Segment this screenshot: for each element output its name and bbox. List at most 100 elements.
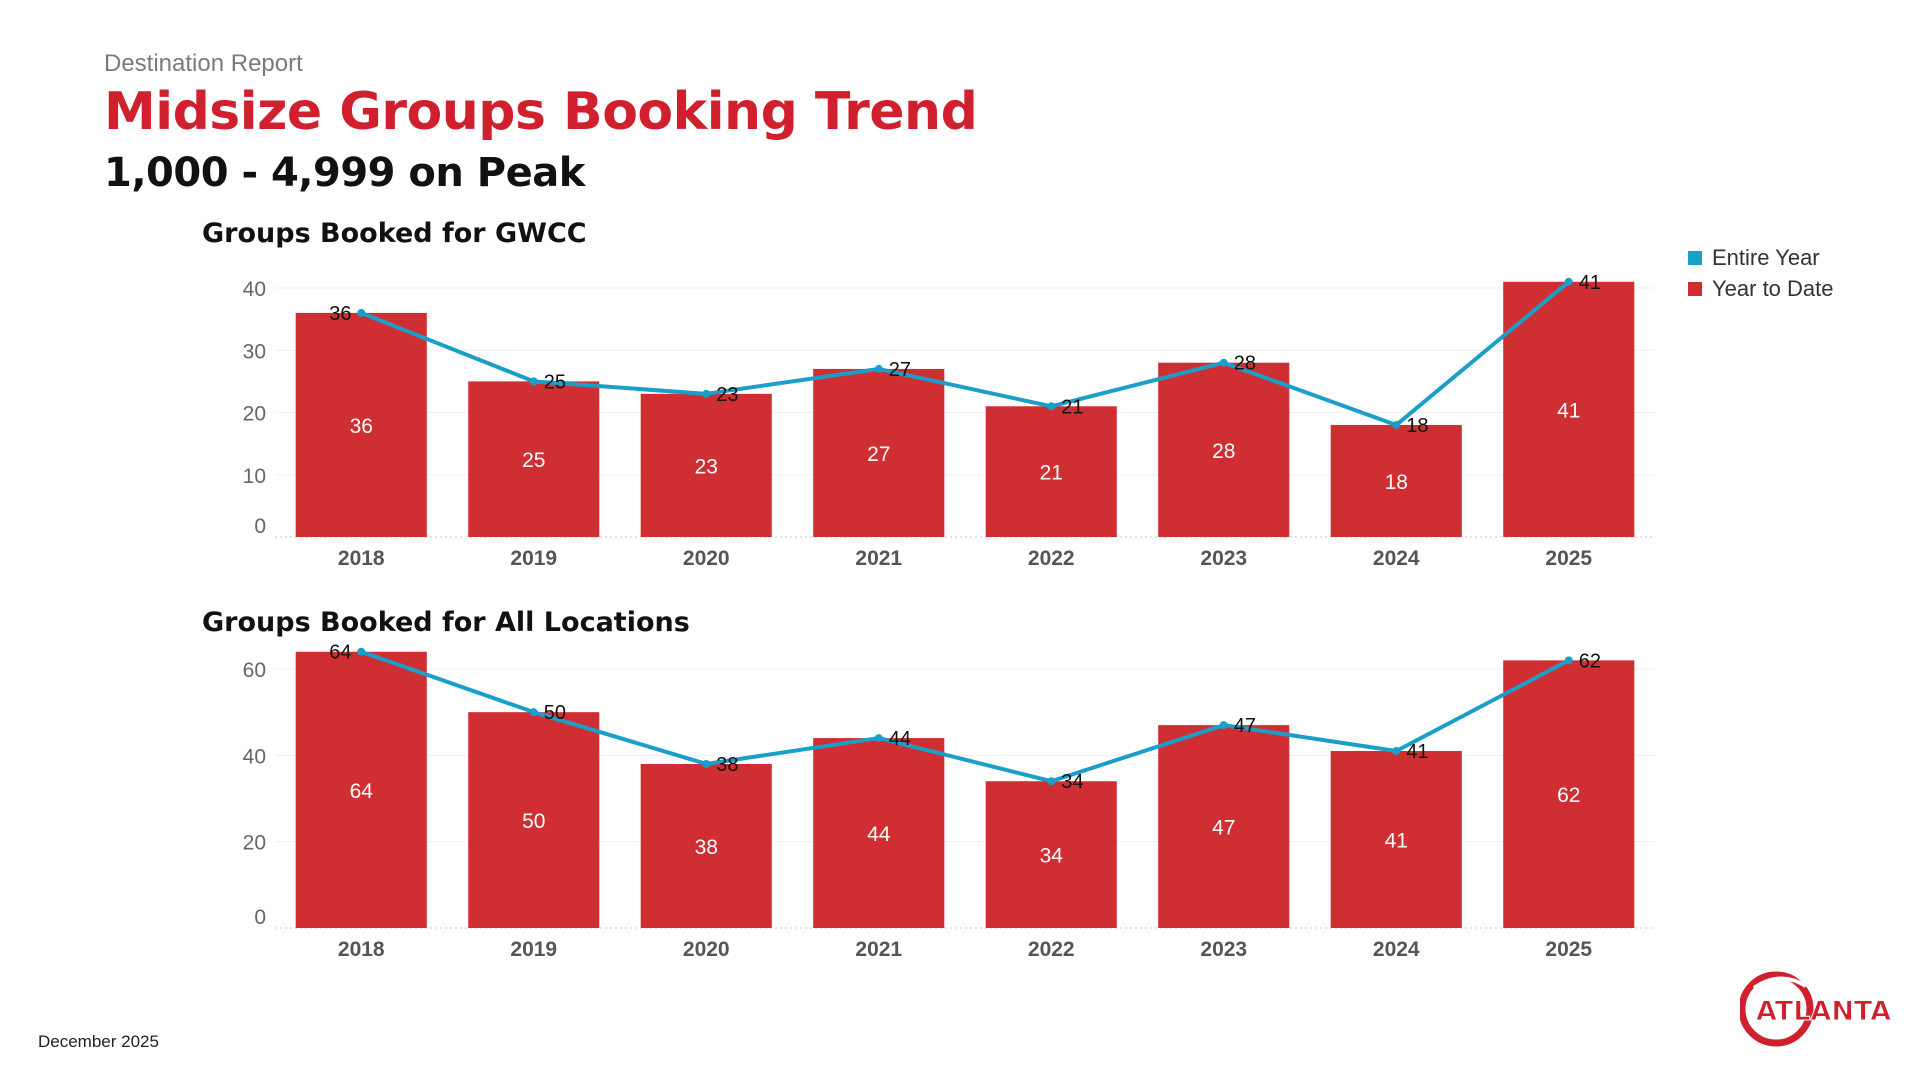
gwcc-line-point-2022	[1047, 402, 1056, 411]
gwcc-x-tick-label-2024: 2024	[1373, 547, 1420, 570]
gwcc-bar-2019	[468, 381, 600, 537]
legend-label-year-to-date: Year to Date	[1712, 275, 1834, 301]
all-line-entire-year	[360, 649, 1570, 784]
all-line-label-2023: 47	[1234, 715, 1256, 737]
gwcc-x-tick-label-2019: 2019	[510, 547, 557, 570]
all-x-tick-label-2023: 2023	[1200, 938, 1247, 961]
all-line-point-2018	[357, 647, 366, 656]
gwcc-bar-2025	[1503, 281, 1635, 537]
all-y-tick-label: 60	[243, 659, 266, 682]
gwcc-bar-2024	[1330, 424, 1462, 537]
all-bar-2023	[1158, 725, 1290, 928]
all-bar-2021	[813, 738, 945, 928]
all-x-tick-label-2019: 2019	[510, 938, 557, 961]
all-bar-2018	[295, 651, 427, 928]
all-line-point-2024	[1392, 747, 1401, 756]
all-x-tick-label-2025: 2025	[1545, 938, 1592, 961]
all-line-point-2023	[1219, 721, 1228, 730]
legend-swatch-entire-year	[1688, 250, 1702, 265]
gwcc-line-label-2021: 27	[889, 359, 911, 381]
gwcc-line-point-2025	[1564, 277, 1573, 286]
all-bar-label-2020: 38	[695, 836, 718, 859]
atlanta-logo: ATLANTA	[1740, 971, 1892, 1047]
all-bar-label-2018: 64	[350, 780, 374, 803]
all-x-tick-label-2020: 2020	[683, 938, 730, 961]
gwcc-x-tick-label-2021: 2021	[855, 547, 902, 570]
gwcc-y-tick-label: 10	[243, 465, 266, 488]
gwcc-line-label-2024: 18	[1406, 415, 1428, 437]
gwcc-bar-2023	[1158, 362, 1290, 537]
legend-item-year-to-date[interactable]: Year to Date	[1688, 273, 1834, 304]
all-bar-2025	[1503, 660, 1635, 928]
gwcc-x-tick-label-2022: 2022	[1028, 547, 1075, 570]
gwcc-line-label-2023: 28	[1234, 353, 1256, 375]
legend-item-entire-year[interactable]: Entire Year	[1688, 242, 1834, 273]
all-bar-label-2021: 44	[867, 823, 891, 846]
all-x-tick-label-2018: 2018	[338, 938, 385, 961]
all-line-point-2021	[874, 734, 883, 743]
gwcc-line-point-2019	[529, 377, 538, 386]
gwcc-line-point-2018	[357, 308, 366, 317]
all-bar-2020	[640, 763, 772, 928]
all-x-tick-label-2022: 2022	[1028, 938, 1075, 961]
all-y-tick-label: 20	[243, 832, 266, 855]
all-bar-2024	[1330, 751, 1462, 928]
page-title: Midsize Groups Booking Trend	[104, 82, 978, 142]
gwcc-bar-label-2024: 18	[1385, 471, 1408, 494]
gwcc-bar-label-2022: 21	[1040, 462, 1063, 485]
legend: Entire Year Year to Date	[1688, 242, 1834, 304]
gwcc-x-tick-label-2020: 2020	[683, 547, 730, 570]
all-bar-2019	[468, 712, 600, 928]
all-x-tick-label-2021: 2021	[855, 938, 902, 961]
gwcc-line-point-2021	[874, 364, 883, 373]
all-line-point-2025	[1564, 656, 1573, 665]
gwcc-bar-2018	[295, 312, 427, 537]
gwcc-line-label-2018: 36	[329, 303, 351, 325]
footer-date: December 2025	[38, 1032, 159, 1051]
all-line-label-2020: 38	[716, 754, 738, 776]
all-x-tick-label-2024: 2024	[1373, 938, 1420, 961]
gwcc-y-tick-label: 0	[254, 515, 266, 538]
all-line-label-2021: 44	[889, 728, 911, 750]
page-subtitle: 1,000 - 4,999 on Peak	[104, 150, 585, 196]
all-bar-label-2023: 47	[1212, 817, 1235, 840]
chart-title-gwcc: Groups Booked for GWCC	[202, 218, 587, 249]
gwcc-bar-label-2021: 27	[867, 443, 890, 466]
gwcc-bar-label-2023: 28	[1212, 440, 1235, 463]
all-bar-2022	[985, 781, 1117, 928]
gwcc-x-tick-label-2025: 2025	[1545, 547, 1592, 570]
all-bar-label-2019: 50	[522, 810, 545, 833]
gwcc-line-point-2020	[702, 389, 711, 398]
all-line-label-2019: 50	[544, 702, 566, 724]
gwcc-bar-label-2020: 23	[695, 455, 718, 478]
all-line-point-2022	[1047, 777, 1056, 786]
all-line-label-2022: 34	[1061, 771, 1083, 793]
chart-title-all-locations: Groups Booked for All Locations	[202, 607, 690, 638]
all-bar-label-2024: 41	[1385, 830, 1408, 853]
gwcc-y-tick-label: 20	[243, 403, 266, 426]
gwcc-line-point-2024	[1392, 420, 1401, 429]
gwcc-bar-2021	[813, 368, 945, 537]
gwcc-bar-2020	[640, 393, 772, 537]
all-line-label-2024: 41	[1406, 741, 1428, 763]
gwcc-line-entire-year	[360, 280, 1571, 427]
gwcc-bar-2022	[985, 406, 1117, 537]
legend-label-entire-year: Entire Year	[1712, 244, 1820, 270]
report-label: Destination Report	[104, 50, 303, 77]
all-y-tick-label: 0	[254, 906, 266, 929]
gwcc-y-tick-label: 40	[243, 278, 266, 301]
gwcc-line-label-2020: 23	[716, 384, 738, 406]
gwcc-line-label-2022: 21	[1061, 396, 1083, 418]
gwcc-bar-label-2018: 36	[350, 415, 373, 438]
all-y-tick-label: 40	[243, 745, 266, 768]
gwcc-bar-label-2025: 41	[1557, 399, 1580, 422]
all-bar-label-2022: 34	[1040, 845, 1064, 868]
gwcc-x-tick-label-2018: 2018	[338, 547, 385, 570]
gwcc-line-label-2019: 25	[544, 371, 566, 393]
gwcc-line-point-2023	[1219, 358, 1228, 367]
all-bar-label-2025: 62	[1557, 784, 1580, 807]
gwcc-bar-label-2019: 25	[522, 449, 545, 472]
all-line-point-2019	[529, 708, 538, 717]
gwcc-line-label-2025: 41	[1579, 272, 1601, 294]
